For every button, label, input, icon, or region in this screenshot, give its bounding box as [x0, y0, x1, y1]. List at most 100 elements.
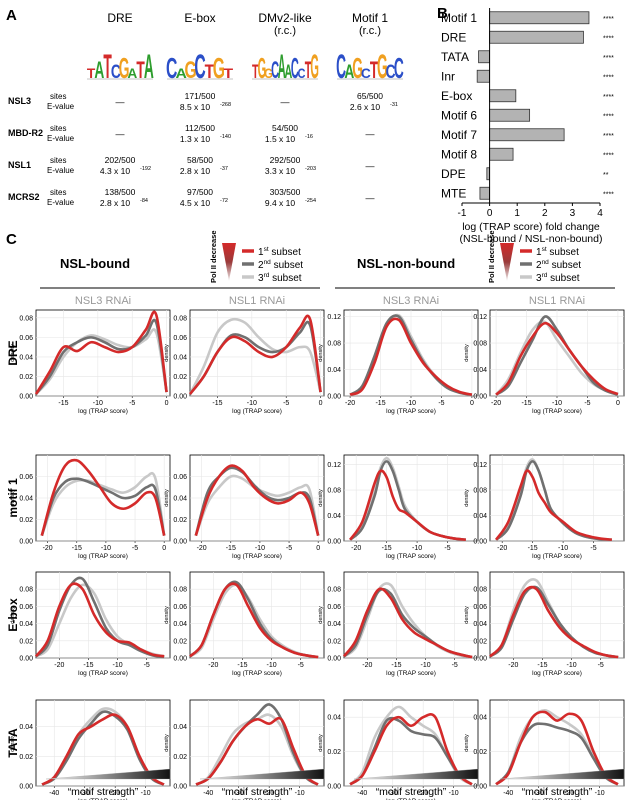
- density-plot: -40-30-20-100.000.020.04densitylog (TRAP…: [464, 699, 625, 800]
- x-tick-label: -10: [558, 545, 568, 552]
- x-tick-label: -15: [382, 545, 392, 552]
- logo-letter: C: [194, 47, 205, 86]
- panel-c: C NSL-bound NSL-non-bound Pol II decrease 1…: [6, 230, 625, 800]
- motif-name: E-box: [184, 11, 215, 25]
- x-tick-label: -10: [113, 662, 123, 669]
- x-tick-label: 0: [162, 545, 166, 552]
- significance-label: ****: [603, 16, 614, 23]
- density-curve: [40, 471, 166, 537]
- x-axis-label: log (TRAP score): [532, 408, 582, 415]
- density-curve: [189, 582, 319, 659]
- density-plot: -20 -15 -10 -5 0.00 0.02 0.04 0.06 0.08 density lo…: [464, 571, 625, 677]
- x-axis-label: log (TRAP score): [78, 670, 128, 677]
- logo-letter: G: [264, 66, 273, 82]
- x-tick-label: -20: [491, 400, 501, 407]
- x-tick-label: -40: [357, 790, 367, 797]
- x-tick-label: 3: [570, 208, 576, 219]
- density-plot: -20 -15 -10 -5 0 0.00 0.02 0.04 0.06 density log (…: [164, 454, 325, 560]
- y-tick-label: 0.02: [19, 374, 33, 381]
- sites-value: 171/500: [185, 91, 216, 101]
- x-tick-label: 1: [514, 208, 520, 219]
- x-tick-label: -5: [144, 662, 150, 669]
- y-tick-label: 0.00: [473, 656, 487, 663]
- legend-label: 3rd subset: [258, 272, 302, 284]
- density-curve: [349, 317, 473, 396]
- y-tick-label: 0.00: [19, 539, 33, 546]
- bar-category-label: DRE: [441, 30, 466, 44]
- logo-letter: A: [344, 61, 354, 83]
- x-tick-label: -5: [132, 545, 138, 552]
- evalue-label: E-value: [47, 166, 75, 175]
- significance-label: **: [603, 172, 609, 179]
- significance-label: ****: [603, 74, 614, 81]
- y-tick-label: 0.04: [19, 354, 33, 361]
- y-tick-label: 0.02: [327, 749, 341, 756]
- logo-letter: G: [119, 51, 130, 84]
- x-axis-label: log (TRAP score): [78, 553, 128, 560]
- sites-value: 292/500: [270, 155, 301, 165]
- motif-strength-bars: “motif strength” “motif strength” “motif s…: [45, 768, 625, 798]
- logo-letter: A: [175, 67, 187, 82]
- x-tick-label: 0: [616, 400, 620, 407]
- empty-cell: —: [281, 97, 290, 107]
- density-plot: -20 -15 -10 -5 0.00 0.02 0.04 0.06 0.08 density lo…: [164, 571, 325, 677]
- density-curve: [35, 328, 168, 395]
- legend-title: Pol II decrease: [487, 230, 496, 283]
- x-tick-label: -20: [418, 790, 428, 797]
- evalue-exponent: -37: [220, 166, 228, 172]
- x-tick-label: 0: [165, 400, 169, 407]
- evalue-exponent: -84: [140, 198, 148, 204]
- x-tick-label: -20: [197, 545, 207, 552]
- x-tick-label: -40: [503, 790, 513, 797]
- x-tick-label: -15: [528, 545, 538, 552]
- y-axis-label: density: [318, 606, 324, 624]
- panel-c-header: NSL-bound NSL-non-bound Pol II decrease 1st…: [6, 230, 615, 758]
- sequence-logo: T A T CGA T A: [87, 49, 154, 86]
- y-tick-label: 0.04: [173, 496, 187, 503]
- logo-letter: T: [87, 65, 96, 81]
- y-tick-label: 0.04: [19, 621, 33, 628]
- density-plot: -40-30-20-100.000.020.04densitylog (TRAP…: [164, 699, 325, 800]
- x-tick-label: -20: [508, 662, 518, 669]
- sites-label: sites: [50, 156, 66, 165]
- bar: [489, 108, 531, 122]
- y-axis-label: density: [464, 344, 470, 362]
- evalue-exponent: -192: [140, 166, 151, 172]
- density-curve: [489, 585, 619, 659]
- y-tick-label: 0.12: [473, 462, 487, 469]
- x-tick-label: -10: [267, 662, 277, 669]
- density-plot: -40-30-20-100.000.020.04densitylog (TRAP…: [10, 699, 171, 800]
- x-axis-label: log (TRAP score): [532, 553, 582, 560]
- y-tick-label: 0.04: [327, 715, 341, 722]
- y-tick-label: 0.06: [19, 335, 33, 342]
- logo-letter: T: [136, 57, 144, 84]
- column-title: NSL3 RNAi: [75, 295, 131, 307]
- y-axis-label: density: [164, 606, 170, 624]
- y-tick-label: 0.08: [327, 587, 341, 594]
- legend-label: 2nd subset: [258, 259, 303, 271]
- column-title: NSL1 RNAi: [529, 295, 585, 307]
- strength-wedge: [353, 768, 479, 780]
- logo-letter: T: [223, 67, 233, 82]
- legend-title: Pol II decrease: [209, 230, 218, 283]
- legend-label: 1st subset: [258, 246, 301, 258]
- y-tick-label: 0.04: [473, 621, 487, 628]
- motif-strength-label: “motif strength”: [522, 786, 593, 798]
- logo-letter: A: [94, 57, 104, 84]
- x-tick-label: -15: [391, 662, 401, 669]
- logo-letter: C: [336, 49, 346, 86]
- evalue-exponent: -203: [305, 166, 316, 172]
- y-tick-label: 0.00: [473, 394, 487, 401]
- y-axis-label: density: [318, 344, 324, 362]
- x-tick-label: -5: [590, 545, 596, 552]
- x-tick-label: -5: [584, 400, 590, 407]
- x-axis-label: log (TRAP score): [532, 798, 582, 800]
- logo-letter: G: [213, 52, 225, 84]
- plot-frame: [489, 571, 625, 659]
- y-tick-label: 0.06: [19, 474, 33, 481]
- evalue-label: E-value: [47, 198, 75, 207]
- y-tick-label: 0.12: [473, 314, 487, 321]
- x-tick-label: -10: [595, 790, 605, 797]
